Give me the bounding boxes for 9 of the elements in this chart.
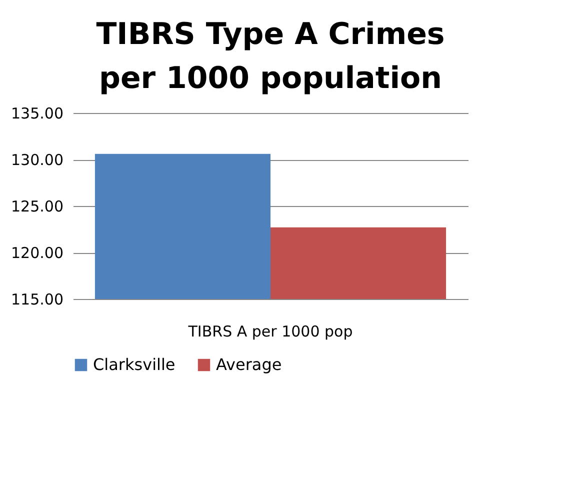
y-tick-label: 130.00 (11, 151, 64, 169)
y-tick-label: 115.00 (11, 290, 64, 308)
chart-title: TIBRS Type A Crimes per 1000 population (96, 17, 445, 96)
legend-label: Clarksville (93, 355, 176, 374)
x-tick-label: TIBRS A per 1000 pop (187, 322, 353, 340)
y-tick-label: 120.00 (11, 244, 64, 262)
legend-label: Average (216, 355, 282, 374)
y-tick-label: 135.00 (11, 104, 64, 122)
y-tick-label: 125.00 (11, 198, 64, 216)
